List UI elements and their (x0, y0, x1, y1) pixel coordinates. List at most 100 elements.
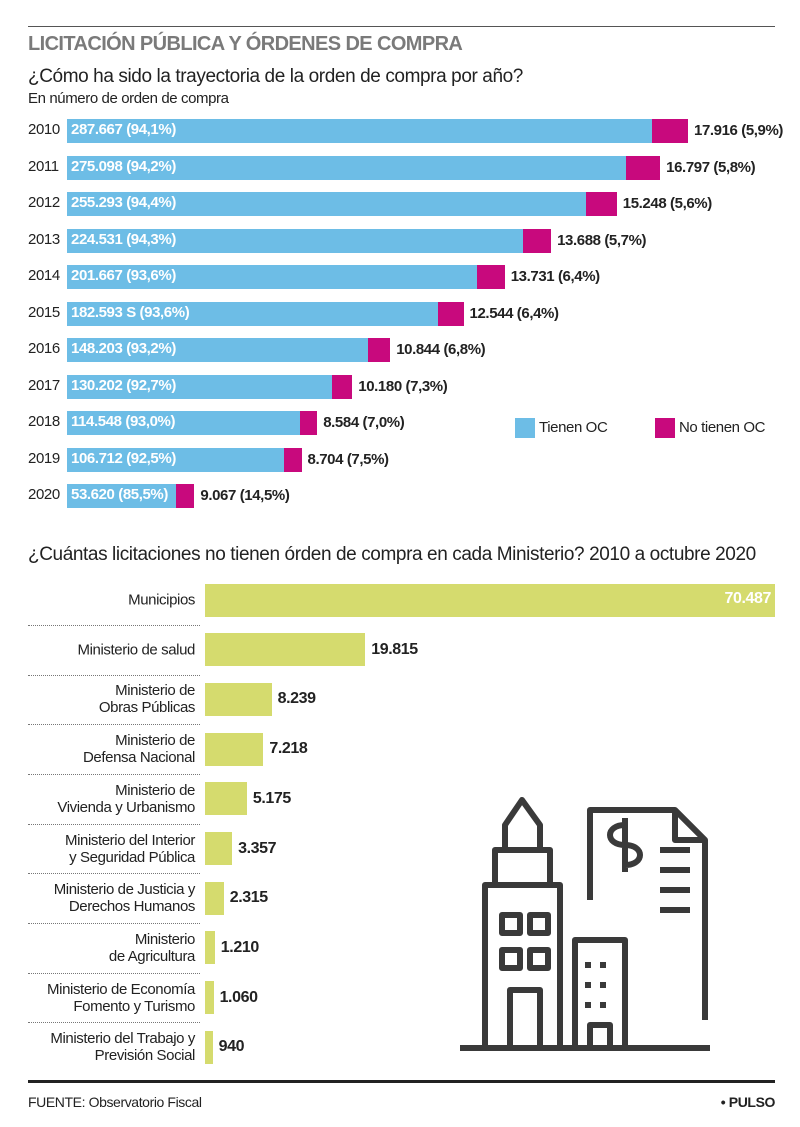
separator (28, 972, 200, 974)
bar (585, 192, 617, 216)
value-label: 255.293 (94,4%) (71, 194, 176, 211)
value-label: 9.067 (14,5%) (200, 487, 290, 504)
y-tick-label: 2016 (28, 340, 60, 357)
value-label: 70.487 (724, 590, 771, 607)
y-tick-label: Ministerio de Vivienda y Urbanismo (57, 781, 195, 816)
value-label: 10.844 (6,8%) (396, 341, 486, 358)
bar (67, 119, 652, 143)
y-tick-label: Municipios (128, 591, 195, 609)
bar (523, 228, 552, 253)
y-tick-label: 2020 (28, 486, 60, 503)
bar (626, 155, 661, 180)
separator (28, 674, 200, 676)
value-label: 287.667 (94,1%) (71, 121, 176, 138)
chart-subtitle: En número de orden de compra (28, 90, 229, 107)
value-label: 8.584 (7,0%) (323, 414, 405, 431)
bar (205, 682, 272, 716)
bar (67, 338, 369, 362)
separator (28, 1022, 200, 1024)
legend-swatch (515, 418, 535, 438)
value-label: 148.203 (93,2%) (71, 340, 176, 357)
value-label: 53.620 (85,5%) (71, 486, 168, 503)
bar (438, 301, 464, 326)
bar (283, 447, 302, 472)
building-icon (460, 797, 710, 1051)
bar (205, 981, 214, 1015)
value-label: 275.098 (94,2%) (71, 157, 176, 175)
value-label: 106.712 (92,5%) (71, 449, 176, 467)
bar (476, 265, 505, 289)
bar (67, 228, 524, 253)
bar (205, 583, 775, 617)
value-label: 114.548 (93,0%) (71, 413, 176, 430)
separator (28, 624, 200, 626)
y-tick-label: Ministerio del Trabajo y Previsión Socia… (50, 1030, 195, 1065)
separator (28, 773, 200, 775)
bar (67, 192, 586, 216)
value-label: 10.180 (7,3%) (358, 377, 448, 395)
separator (28, 724, 200, 726)
y-tick-label: Ministerio de salud (77, 641, 196, 659)
value-label: 182.593 S (93,6%) (71, 303, 190, 321)
main-title: LICITACIÓN PÚBLICA Y ÓRDENES DE COMPRA (28, 33, 463, 55)
y-tick-label: 2012 (28, 194, 60, 211)
value-label: 3.357 (238, 839, 277, 857)
value-label: 5.175 (252, 789, 291, 807)
y-tick-label: Ministerio de Defensa Nacional (82, 732, 195, 767)
bar (67, 484, 176, 508)
value-label: 130.202 (92,7%) (71, 376, 176, 394)
legend-swatch (655, 418, 675, 438)
value-label: 1.210 (220, 938, 259, 956)
legend-label: Tienen OC (539, 419, 608, 436)
y-tick-label: 2013 (28, 230, 60, 248)
value-label: 940 (218, 1038, 245, 1056)
chart-title: ¿Cuántas licitaciones no tienen órden de… (28, 544, 756, 565)
bar (175, 484, 195, 508)
bar (651, 119, 688, 143)
bar (67, 411, 300, 435)
y-tick-label: Ministerio de Justicia y Derechos Humano… (53, 881, 196, 916)
separator (28, 823, 200, 825)
value-label: 15.248 (5,6%) (622, 195, 712, 212)
bar (299, 411, 318, 435)
value-label: 8.704 (7,5%) (307, 450, 389, 468)
bar (368, 338, 391, 362)
y-tick-label: 2010 (28, 121, 60, 138)
y-tick-label: 2018 (28, 413, 60, 430)
bar (67, 447, 284, 472)
value-label: 201.667 (93,6%) (71, 267, 176, 284)
value-label: 2.315 (229, 889, 268, 907)
y-tick-label: 2014 (28, 267, 60, 284)
y-tick-label: 2011 (28, 157, 59, 175)
bar (205, 732, 264, 766)
source: FUENTE: Observatorio Fiscal (28, 1094, 202, 1110)
y-tick-label: Ministerio del Interior y Seguridad Públ… (64, 831, 195, 866)
value-label: 17.916 (5,9%) (694, 122, 784, 139)
bar (67, 155, 627, 180)
legend-label: No tienen OC (679, 419, 766, 436)
value-label: 1.060 (219, 988, 258, 1006)
bar (205, 931, 215, 965)
value-label: 224.531 (94,3%) (71, 230, 176, 248)
y-tick-label: Ministerio de Economía Fomento y Turismo (47, 980, 195, 1015)
bar (67, 301, 439, 326)
value-label: 13.731 (6,4%) (510, 268, 600, 285)
bar (67, 265, 477, 289)
separator (28, 873, 200, 875)
top-rule (28, 26, 775, 27)
bar (205, 633, 366, 667)
y-tick-label: Ministerio de Obras Públicas (98, 682, 196, 717)
value-label: 16.797 (5,8%) (666, 158, 756, 176)
bar (205, 782, 247, 816)
bar (205, 881, 224, 915)
value-label: 7.218 (269, 740, 308, 758)
value-label: 13.688 (5,7%) (557, 231, 647, 249)
bar (331, 374, 353, 399)
y-tick-label: 2019 (28, 449, 60, 467)
separator (28, 923, 200, 925)
value-label: 12.544 (6,4%) (469, 304, 559, 322)
brand: • PULSO (720, 1094, 776, 1110)
y-tick-label: 2017 (28, 376, 60, 394)
bar (205, 832, 233, 865)
bar (205, 1030, 213, 1064)
